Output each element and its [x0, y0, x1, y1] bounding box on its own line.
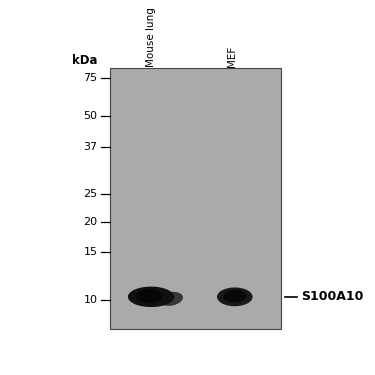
Ellipse shape	[223, 290, 246, 303]
Ellipse shape	[128, 286, 174, 307]
Text: 10: 10	[84, 295, 98, 305]
Text: 75: 75	[84, 74, 98, 84]
Text: 50: 50	[84, 111, 98, 121]
Text: 15: 15	[84, 248, 98, 258]
Text: 37: 37	[84, 142, 98, 152]
Text: MEF: MEF	[226, 45, 237, 66]
Ellipse shape	[217, 288, 253, 306]
Text: kDa: kDa	[72, 54, 98, 66]
Text: S100A10: S100A10	[301, 290, 363, 303]
Ellipse shape	[158, 292, 183, 306]
Text: 20: 20	[84, 217, 98, 227]
FancyBboxPatch shape	[110, 68, 281, 329]
Text: Mouse lung: Mouse lung	[146, 7, 156, 66]
Text: 25: 25	[84, 189, 98, 200]
Ellipse shape	[136, 289, 163, 303]
